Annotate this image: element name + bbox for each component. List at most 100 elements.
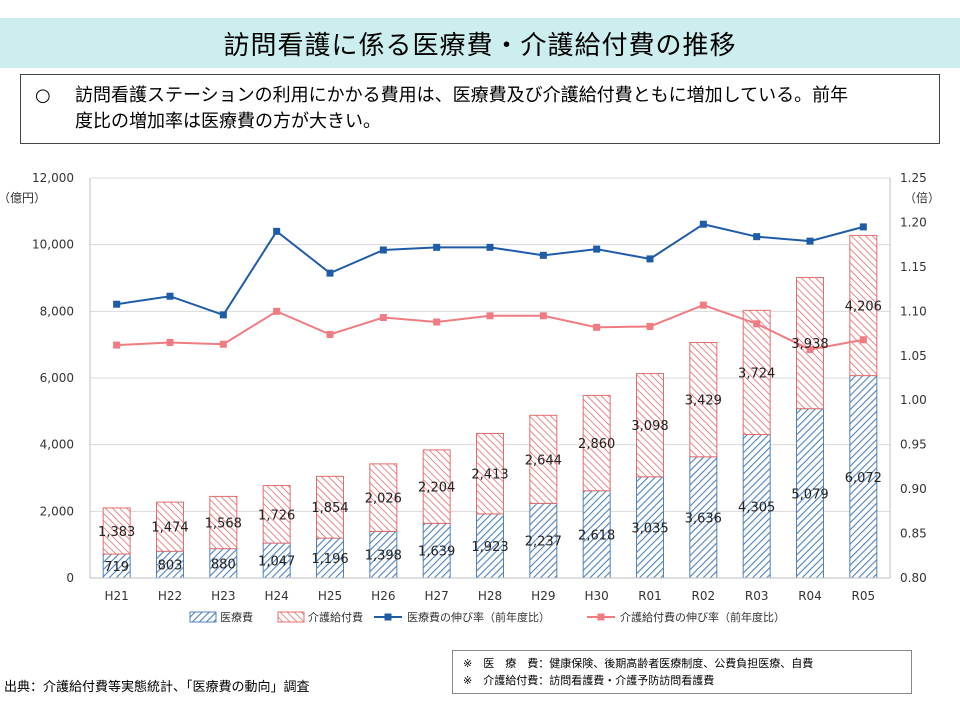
- data-label-care: 1,568: [205, 517, 242, 532]
- bar-care: [316, 475, 344, 539]
- y-left-tick-label: 2,000: [40, 504, 74, 518]
- legend-label: 介護給付費: [308, 610, 363, 624]
- point-care-growth: [486, 312, 494, 320]
- summary-line-1: 訪問看護ステーションの利用にかかる費用は、医療費及び介護給付費ともに増加している…: [75, 85, 849, 106]
- point-care-growth: [699, 301, 707, 309]
- point-care-growth: [646, 322, 654, 330]
- point-medical-growth: [539, 251, 547, 259]
- note-care: ※ 介護給付費：訪問看護費・介護予防訪問看護費: [463, 674, 715, 687]
- point-care-growth: [593, 323, 601, 331]
- bar-care: [689, 342, 718, 458]
- data-label-care: 1,474: [151, 521, 188, 536]
- bar-care: [422, 449, 451, 524]
- bar-medical: [689, 456, 718, 579]
- data-label-medical: 1,639: [418, 545, 455, 560]
- y-right-tick-label: 0.80: [900, 571, 927, 585]
- bar-medical: [636, 476, 664, 579]
- bar-care: [209, 495, 238, 550]
- x-tick-label: H29: [531, 589, 555, 603]
- data-label-care: 3,098: [631, 419, 668, 434]
- point-medical-growth: [433, 243, 441, 251]
- y-right-tick-label: 0.95: [900, 438, 927, 452]
- line-medical-growth: [116, 223, 864, 317]
- point-medical-growth: [379, 246, 387, 254]
- y-right-tick-label: 1.15: [900, 260, 927, 274]
- legend-label: 医療費の伸び率（前年度比）: [407, 610, 550, 624]
- point-medical-growth: [859, 223, 867, 231]
- summary-bullet: ○: [35, 85, 51, 106]
- data-label-care: 2,204: [418, 481, 455, 496]
- y-right-tick-label: 1.10: [900, 304, 927, 318]
- bar-care: [849, 234, 878, 377]
- legend-marker: [597, 613, 605, 621]
- bar-care: [156, 501, 184, 552]
- point-medical-growth: [486, 243, 494, 251]
- data-label-care: 1,383: [98, 525, 135, 540]
- data-label-care: 2,413: [471, 468, 508, 483]
- y-right-tick-label: 1.20: [900, 215, 927, 229]
- legend-swatch: [189, 611, 217, 623]
- bar-care: [476, 432, 504, 515]
- point-medical-growth: [166, 292, 174, 300]
- bar-care: [102, 507, 131, 555]
- data-label-medical: 719: [104, 560, 129, 575]
- data-label-medical: 5,079: [791, 487, 828, 502]
- data-label-medical: 6,072: [845, 471, 882, 486]
- y-left-tick-label: 6,000: [40, 371, 74, 385]
- y-right-tick-label: 0.85: [900, 527, 927, 541]
- y-left-unit: （億円）: [0, 191, 46, 205]
- x-tick-label: R05: [852, 589, 876, 603]
- y-left-tick-label: 12,000: [32, 171, 74, 185]
- point-care-growth: [753, 320, 761, 328]
- legend-label: 医療費: [220, 610, 253, 624]
- point-care-growth: [273, 307, 281, 315]
- bar-care: [742, 309, 771, 435]
- x-tick-label: R04: [798, 589, 822, 603]
- data-label-medical: 2,618: [578, 528, 615, 543]
- x-tick-label: H23: [211, 589, 235, 603]
- legend-marker: [384, 613, 392, 621]
- data-label-care: 2,644: [525, 453, 562, 468]
- summary-line-2: 度比の増加率は医療費の方が大きい。: [75, 111, 381, 132]
- bar-medical: [476, 513, 504, 579]
- point-care-growth: [859, 336, 867, 344]
- data-label-medical: 1,398: [365, 549, 402, 564]
- chart: 719 1,383 803 1,474 880 1,568 1,047 1,726 1,196 1…: [0, 171, 940, 624]
- y-left-tick-label: 10,000: [32, 238, 74, 252]
- x-tick-label: H27: [425, 589, 449, 603]
- x-tick-label: H25: [318, 589, 342, 603]
- bar-medical: [742, 434, 771, 579]
- point-medical-growth: [753, 233, 761, 241]
- point-care-growth: [379, 314, 387, 322]
- bar-care: [369, 463, 398, 532]
- data-label-care: 1,854: [311, 501, 348, 516]
- point-care-growth: [539, 312, 547, 320]
- point-medical-growth: [646, 255, 654, 263]
- x-tick-label: R02: [692, 589, 716, 603]
- point-care-growth: [219, 340, 227, 348]
- x-tick-label: H21: [105, 589, 129, 603]
- bar-medical: [316, 537, 344, 579]
- y-right-tick-label: 0.90: [900, 482, 927, 496]
- point-medical-growth: [219, 311, 227, 319]
- x-tick-label: H28: [478, 589, 502, 603]
- bar-care: [582, 394, 611, 492]
- data-label-care: 4,206: [845, 300, 882, 315]
- data-label-medical: 803: [158, 559, 183, 574]
- bar-medical: [849, 375, 878, 579]
- data-label-medical: 3,636: [685, 511, 722, 526]
- page-title: 訪問看護に係る医療費・介護給付費の推移: [223, 30, 737, 61]
- data-label-medical: 3,035: [631, 521, 668, 536]
- y-right-tick-label: 1.05: [900, 349, 927, 363]
- point-medical-growth: [113, 300, 121, 308]
- note-medical: ※ 医 療 費：健康保険、後期高齢者医療制度、公費負担医療、自費: [463, 657, 814, 670]
- point-care-growth: [806, 346, 814, 354]
- data-label-medical: 1,923: [471, 540, 508, 555]
- summary-box: ○ 訪問看護ステーションの利用にかかる費用は、医療費及び介護給付費ともに増加してい…: [20, 74, 940, 144]
- y-left-tick-label: 4,000: [40, 438, 74, 452]
- legend-swatch: [277, 611, 305, 623]
- bar-medical: [422, 522, 451, 579]
- data-label-care: 2,860: [578, 437, 615, 452]
- y-left-tick-label: 8,000: [40, 304, 74, 318]
- point-medical-growth: [806, 237, 814, 245]
